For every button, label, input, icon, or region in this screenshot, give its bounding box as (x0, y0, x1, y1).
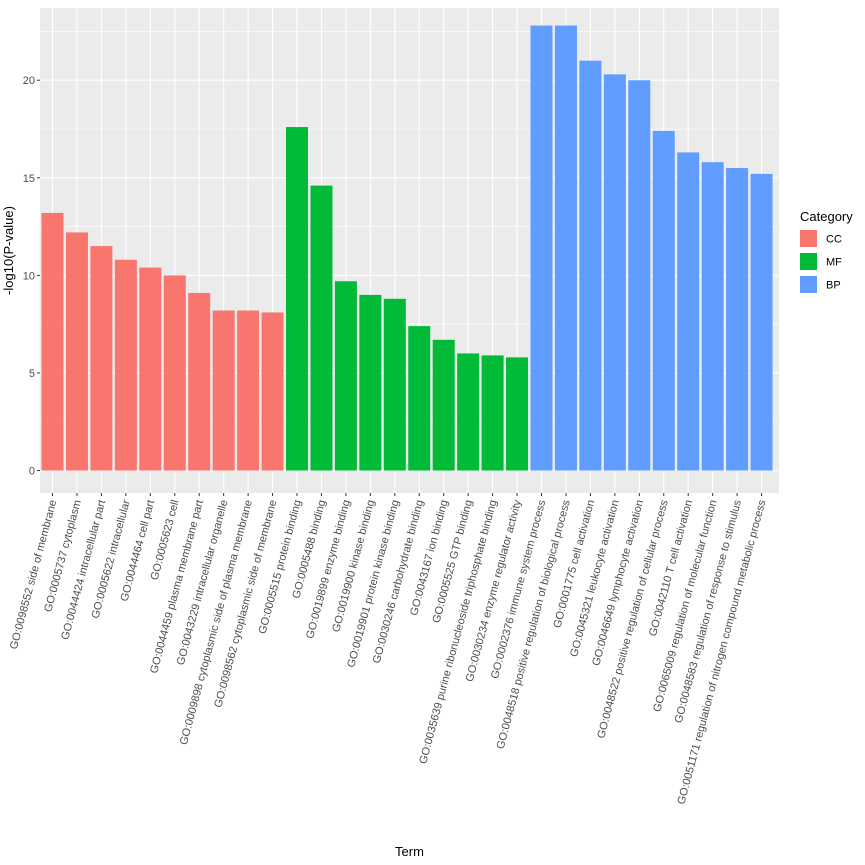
bar (677, 152, 700, 471)
bar (628, 80, 651, 471)
bar (237, 310, 260, 471)
x-axis-title: Term (395, 844, 424, 859)
legend-key-bp (800, 276, 817, 293)
bar (359, 294, 382, 471)
legend-key-mf (800, 253, 817, 270)
legend-label-cc: CC (826, 234, 842, 246)
bars (41, 25, 773, 471)
y-axis-ticks: 0 5 10 15 20 (23, 75, 40, 478)
y-axis-title: -log10(P-value) (1, 206, 16, 295)
bar (114, 259, 137, 471)
bar (603, 74, 626, 471)
legend-label-mf: MF (826, 257, 842, 269)
bar (90, 246, 113, 471)
bar (457, 353, 480, 471)
y-tick-label: 5 (29, 368, 35, 380)
bar (579, 60, 602, 471)
y-tick-label: 20 (23, 75, 35, 87)
bar (188, 292, 211, 471)
bar (383, 298, 406, 471)
y-tick-label: 10 (23, 270, 35, 282)
legend-key-cc (800, 230, 817, 247)
bar (701, 162, 724, 471)
bar (163, 275, 186, 471)
bar (139, 267, 162, 471)
legend-label-bp: BP (826, 280, 841, 292)
bar (554, 25, 577, 471)
bar (652, 130, 675, 471)
bar (432, 339, 455, 471)
bar (530, 25, 553, 471)
y-tick-label: 15 (23, 173, 35, 185)
bar (261, 312, 284, 471)
y-tick-label: 0 (29, 466, 35, 478)
bar (750, 173, 773, 471)
legend: Category CC MF BP (800, 209, 853, 293)
bar (726, 168, 749, 471)
bar (506, 357, 529, 471)
bar (408, 326, 431, 471)
legend-title: Category (800, 209, 853, 224)
bar (310, 185, 333, 471)
bar (481, 355, 504, 471)
bar (334, 281, 357, 471)
bar (286, 127, 308, 471)
bar (212, 310, 235, 471)
bar (41, 212, 64, 471)
bar (65, 232, 88, 471)
